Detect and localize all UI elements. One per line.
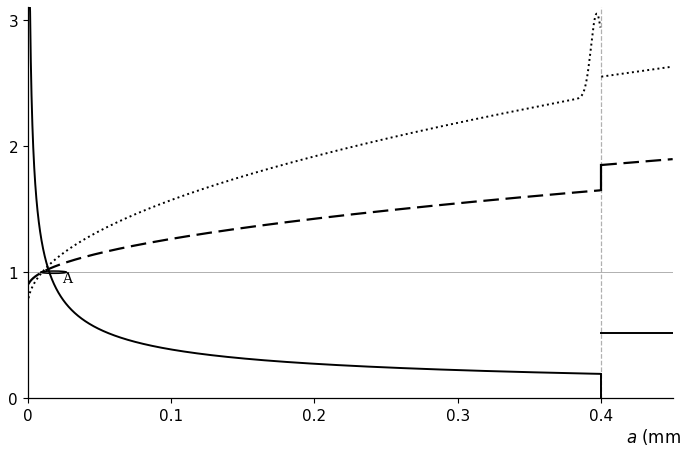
X-axis label: $a$ (mm): $a$ (mm) [626, 426, 681, 446]
Text: A: A [62, 272, 72, 285]
